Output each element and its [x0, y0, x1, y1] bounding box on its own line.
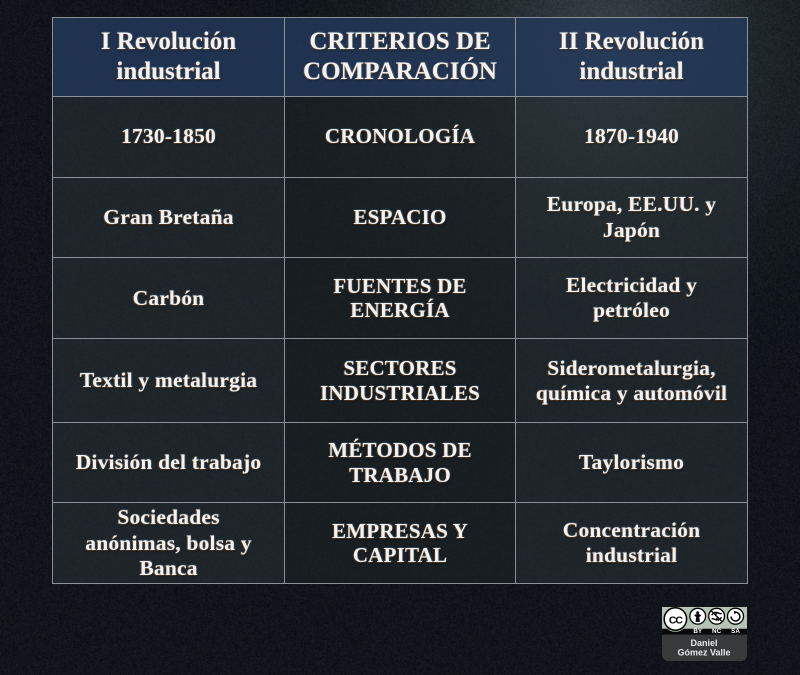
- svg-text:CC: CC: [668, 614, 683, 626]
- svg-text:Gómez Valle: Gómez Valle: [677, 647, 730, 657]
- svg-text:SA: SA: [731, 628, 740, 635]
- svg-text:BY: BY: [693, 628, 703, 635]
- svg-text:NC: NC: [712, 628, 722, 635]
